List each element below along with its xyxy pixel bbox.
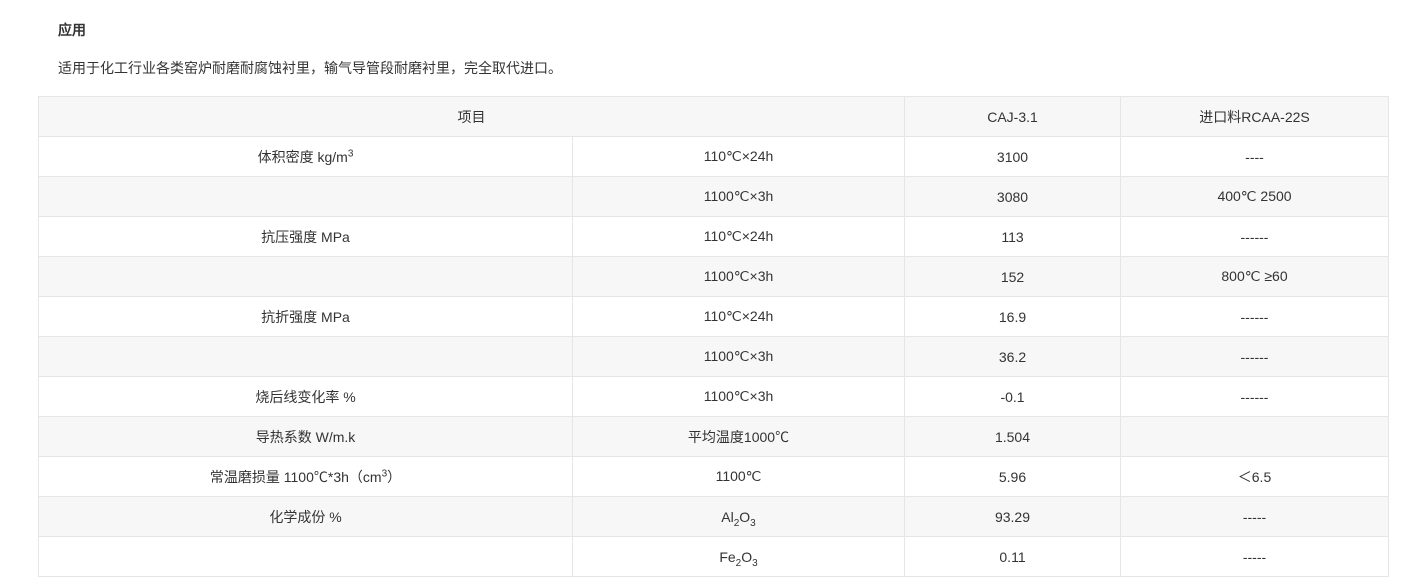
cell-item [39,177,573,217]
table-row: 常温磨损量 1100℃*3h（cm3）1100℃5.96＜6.5 [39,457,1389,497]
header-item: 项目 [39,97,905,137]
table-row: Fe2O30.11----- [39,537,1389,577]
table-row: 1100℃×3h3080400℃ 2500 [39,177,1389,217]
table-row: 抗折强度 MPa110℃×24h16.9------ [39,297,1389,337]
table-row: 体积密度 kg/m3110℃×24h3100---- [39,137,1389,177]
table-row: 抗压强度 MPa110℃×24h113------ [39,217,1389,257]
cell-item: 抗折强度 MPa [39,297,573,337]
cell-condition: 1100℃×3h [573,377,905,417]
header-import: 进口料RCAA-22S [1121,97,1389,137]
cell-import: ------ [1121,337,1389,377]
cell-item [39,257,573,297]
cell-item: 体积密度 kg/m3 [39,137,573,177]
cell-import: ＜6.5 [1121,457,1389,497]
cell-caj: 93.29 [905,497,1121,537]
cell-import: ------ [1121,377,1389,417]
table-row: 1100℃×3h152800℃ ≥60 [39,257,1389,297]
cell-caj: 0.11 [905,537,1121,577]
cell-caj: 152 [905,257,1121,297]
cell-item: 抗压强度 MPa [39,217,573,257]
cell-condition: 1100℃×3h [573,337,905,377]
table-row: 烧后线变化率 %1100℃×3h-0.1------ [39,377,1389,417]
cell-caj: 113 [905,217,1121,257]
cell-import: 400℃ 2500 [1121,177,1389,217]
cell-caj: 5.96 [905,457,1121,497]
cell-caj: 1.504 [905,417,1121,457]
cell-item [39,537,573,577]
cell-import: ----- [1121,497,1389,537]
cell-item: 烧后线变化率 % [39,377,573,417]
table-row: 化学成份 %Al2O393.29----- [39,497,1389,537]
cell-import: ------ [1121,297,1389,337]
cell-condition: 110℃×24h [573,297,905,337]
table-row: 导热系数 W/m.k平均温度1000℃1.504 [39,417,1389,457]
cell-item: 化学成份 % [39,497,573,537]
cell-import: ------ [1121,217,1389,257]
cell-condition: 110℃×24h [573,217,905,257]
cell-import: ---- [1121,137,1389,177]
cell-caj: 3100 [905,137,1121,177]
cell-import: ----- [1121,537,1389,577]
cell-item: 常温磨损量 1100℃*3h（cm3） [39,457,573,497]
cell-condition: 1100℃×3h [573,257,905,297]
table-body: 体积密度 kg/m3110℃×24h3100----1100℃×3h308040… [39,137,1389,577]
table-row: 1100℃×3h36.2------ [39,337,1389,377]
section-heading: 应用 [58,20,1389,40]
cell-caj: 36.2 [905,337,1121,377]
header-caj: CAJ-3.1 [905,97,1121,137]
content-wrap: 应用 适用于化工行业各类窑炉耐磨耐腐蚀衬里，输气导管段耐磨衬里，完全取代进口。 … [0,0,1427,577]
cell-condition: 1100℃ [573,457,905,497]
cell-condition: 1100℃×3h [573,177,905,217]
cell-condition: 110℃×24h [573,137,905,177]
cell-item [39,337,573,377]
cell-caj: 16.9 [905,297,1121,337]
spec-table: 项目 CAJ-3.1 进口料RCAA-22S 体积密度 kg/m3110℃×24… [38,96,1389,577]
table-header-row: 项目 CAJ-3.1 进口料RCAA-22S [39,97,1389,137]
cell-caj: 3080 [905,177,1121,217]
cell-import: 800℃ ≥60 [1121,257,1389,297]
cell-caj: -0.1 [905,377,1121,417]
cell-condition: Al2O3 [573,497,905,537]
section-description: 适用于化工行业各类窑炉耐磨耐腐蚀衬里，输气导管段耐磨衬里，完全取代进口。 [58,58,1389,78]
cell-condition: 平均温度1000℃ [573,417,905,457]
cell-condition: Fe2O3 [573,537,905,577]
cell-import [1121,417,1389,457]
cell-item: 导热系数 W/m.k [39,417,573,457]
